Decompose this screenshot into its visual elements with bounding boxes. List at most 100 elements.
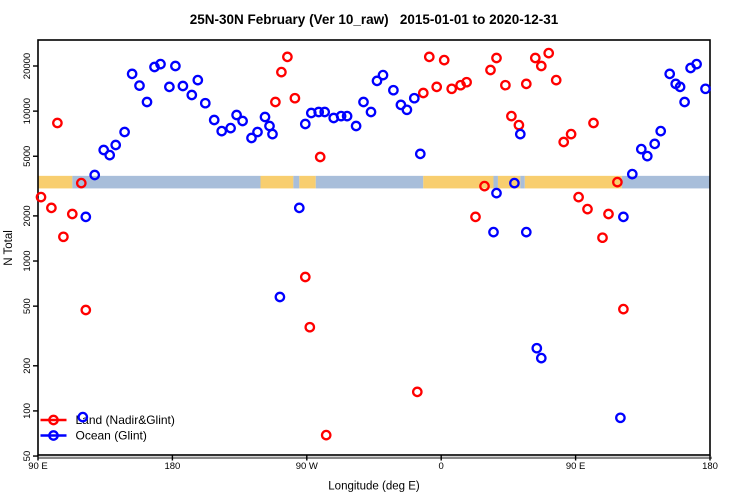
data-point-ocean — [679, 96, 690, 108]
data-point-ocean — [335, 110, 347, 122]
data-point-land — [535, 60, 547, 72]
data-point-ocean — [535, 352, 547, 364]
data-point-ocean — [231, 109, 242, 121]
series-ocean-points — [77, 58, 711, 424]
data-point-ocean — [341, 110, 353, 122]
band-segment-ocean — [493, 175, 498, 189]
x-tick-label: 90 E — [566, 461, 586, 472]
data-point-ocean — [170, 60, 181, 72]
data-point-land — [66, 208, 78, 220]
legend-label-ocean: Ocean (Glint) — [76, 429, 147, 443]
data-point-land — [582, 203, 593, 215]
data-point-ocean — [414, 148, 426, 160]
data-point-ocean — [491, 187, 502, 199]
x-axis-title: Longitude (deg E) — [328, 481, 420, 493]
x-tick-label: 90 E — [28, 461, 48, 472]
data-point-land — [565, 128, 577, 140]
data-point-ocean — [365, 106, 377, 118]
data-point-land — [270, 96, 281, 108]
data-point-land — [314, 151, 326, 163]
data-point-ocean — [134, 80, 145, 91]
data-point-land — [529, 52, 541, 64]
band-segment-land — [423, 175, 494, 189]
legend-marker-icon — [48, 430, 59, 441]
data-point-ocean — [274, 291, 286, 303]
data-point-ocean — [119, 126, 130, 138]
data-point-ocean — [267, 128, 278, 140]
data-point-land — [543, 47, 555, 59]
y-tick-label: 100 — [22, 403, 33, 419]
data-point-land — [46, 202, 57, 214]
band-segment-ocean — [621, 175, 710, 189]
band-segment-ocean — [72, 175, 261, 189]
y-tick-label: 500 — [22, 298, 33, 314]
data-point-land — [282, 51, 293, 63]
data-point-ocean — [104, 149, 116, 161]
data-point-land — [299, 271, 311, 283]
x-tick-label: 180 — [164, 461, 180, 472]
data-point-land — [35, 191, 47, 203]
data-point-ocean — [514, 128, 526, 140]
x-tick-label: 0 — [439, 461, 444, 472]
y-axis-ticks: 20000 10000 5000 2000 1000 500 200 100 50 — [22, 53, 38, 462]
data-point-ocean — [186, 89, 198, 101]
data-point-land — [446, 83, 458, 95]
data-point-ocean — [77, 411, 89, 423]
data-point-ocean — [509, 177, 520, 189]
data-point-land — [485, 64, 496, 76]
data-point-ocean — [520, 226, 532, 238]
data-point-ocean — [664, 68, 676, 80]
data-point-ocean — [691, 58, 702, 70]
data-point-land — [506, 110, 517, 122]
axes: 90 E 180 90 W 0 90 E 180 20000 10000 5000 2000 10… — [3, 39, 718, 493]
data-point-ocean — [319, 106, 331, 118]
data-point-ocean — [246, 132, 257, 144]
data-point-land — [470, 211, 481, 223]
data-point-ocean — [655, 125, 667, 137]
y-tick-label: 50 — [22, 451, 33, 462]
data-point-land — [431, 81, 443, 93]
data-point-ocean — [164, 81, 175, 93]
x-tick-label: 180 — [702, 461, 718, 472]
data-point-ocean — [358, 96, 369, 108]
data-point-ocean — [177, 80, 189, 92]
data-point-land — [603, 208, 614, 220]
band-segment-ocean — [520, 175, 525, 189]
data-point-ocean — [237, 115, 248, 127]
data-point-land — [276, 66, 287, 78]
data-point-land — [438, 54, 450, 66]
data-point-ocean — [259, 111, 271, 123]
data-point-land — [417, 87, 429, 99]
data-point-ocean — [649, 138, 661, 150]
band-segment-land — [299, 175, 316, 189]
legend-marker-icon — [48, 414, 59, 426]
data-point-ocean — [674, 81, 686, 93]
data-point-ocean — [626, 168, 638, 180]
data-point-ocean — [371, 75, 383, 87]
data-point-ocean — [293, 202, 305, 214]
data-point-land — [597, 232, 608, 244]
data-point-land — [573, 191, 584, 203]
data-point-land — [558, 136, 570, 148]
data-point-ocean — [80, 211, 92, 223]
data-point-ocean — [208, 114, 220, 126]
y-axis-title: N Total — [3, 230, 15, 266]
data-point-land — [289, 92, 301, 104]
data-point-land — [423, 51, 435, 63]
data-point-land — [520, 78, 532, 90]
data-point-land — [618, 303, 629, 315]
legend: Land (Nadir&Glint) Ocean (Glint) — [40, 413, 175, 443]
y-tick-label: 200 — [22, 358, 33, 374]
series-land-points — [35, 47, 629, 441]
data-point-ocean — [199, 97, 211, 109]
y-tick-label: 5000 — [22, 146, 33, 167]
data-point-ocean — [635, 143, 647, 155]
data-point-land — [304, 321, 316, 333]
band-segment-land — [524, 175, 622, 189]
data-point-ocean — [350, 120, 362, 132]
data-point-land — [320, 429, 332, 441]
data-point-ocean — [700, 83, 711, 95]
surface-type-band — [38, 175, 710, 189]
band-segment-ocean — [293, 175, 300, 189]
